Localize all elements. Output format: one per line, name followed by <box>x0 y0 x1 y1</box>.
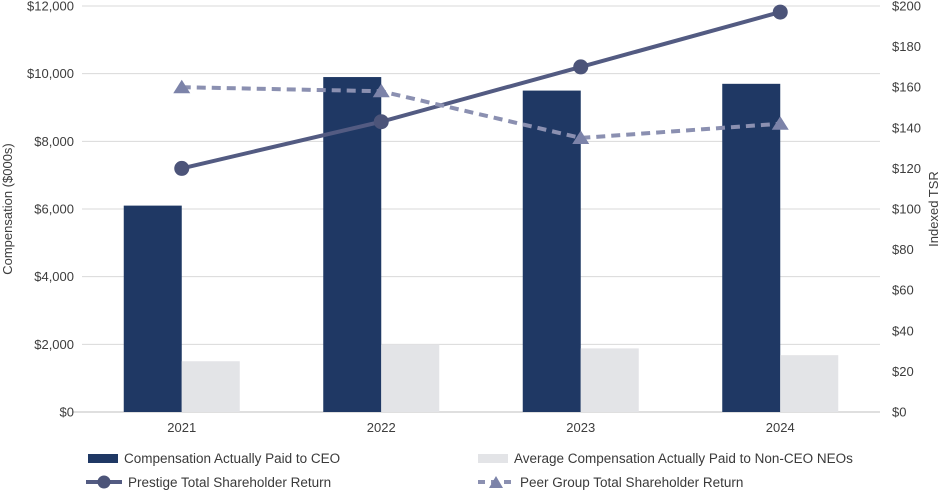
circle-marker-2024 <box>772 4 788 20</box>
line-prestige-tsr <box>181 10 781 171</box>
bar-neo-2022 <box>381 344 440 412</box>
right-axis-tick-label: $180 <box>892 39 921 54</box>
circle-marker-2021 <box>174 160 190 176</box>
bar-neo-2023 <box>580 348 639 412</box>
legend-label-ceo-compensation: Compensation Actually Paid to CEO <box>124 450 341 466</box>
right-axis-tick-label: $60 <box>892 283 914 298</box>
bar-ceo-2024 <box>722 83 781 413</box>
legend-item-ceo-compensation: Compensation Actually Paid to CEO <box>88 450 340 466</box>
left-axis-tick-label: $12,000 <box>27 0 74 14</box>
x-axis-year-label: 2023 <box>566 420 595 435</box>
left-axis-tick-label: $4,000 <box>34 269 74 284</box>
left-axis-tick-label: $8,000 <box>34 134 74 149</box>
left-axis-title: Compensation ($000s) <box>0 143 15 275</box>
triangle-marker-2024 <box>771 116 789 130</box>
triangle-marker-2023 <box>572 130 590 144</box>
right-axis-tick-label: $80 <box>892 242 914 257</box>
neo-bar-swatch-icon <box>478 453 508 463</box>
circle-marker-2023 <box>573 59 589 75</box>
legend-label-neo-compensation: Average Compensation Actually Paid to No… <box>514 450 853 466</box>
legend-item-peer-group-tsr: Peer Group Total Shareholder Return <box>478 474 743 490</box>
x-axis-year-label: 2021 <box>167 420 196 435</box>
right-axis-tick-label: $120 <box>892 161 921 176</box>
ceo-bar-swatch-icon <box>88 453 118 463</box>
line-peer-group-tsr <box>181 85 781 140</box>
bar-ceo-2023 <box>522 90 581 412</box>
triangle-marker-2022 <box>372 83 390 98</box>
left-axis-tick-label: $0 <box>60 405 74 420</box>
bar-neo-2021 <box>181 361 240 412</box>
circle-marker-2022 <box>373 114 389 130</box>
right-axis-tick-label: $160 <box>892 80 921 95</box>
right-axis-tick-label: $0 <box>892 405 906 420</box>
bar-neo-2024 <box>780 355 839 412</box>
right-axis-title: Indexed TSR <box>926 171 941 247</box>
left-axis-tick-label: $10,000 <box>27 66 74 81</box>
right-axis-tick-label: $140 <box>892 120 921 135</box>
left-axis-tick-label: $6,000 <box>34 202 74 217</box>
right-axis-tick-label: $40 <box>892 323 914 338</box>
chart-legend: Compensation Actually Paid to CEO Averag… <box>0 442 947 493</box>
x-axis-year-label: 2024 <box>766 420 795 435</box>
dashed-line-triangle-marker-icon <box>478 476 514 488</box>
bar-ceo-2021 <box>123 205 182 412</box>
chart-plot-area: $0 $2,000 $4,000 $6,000 $8,000 $10,000 $12,000… <box>0 0 941 435</box>
right-axis-tick-label: $200 <box>892 0 921 14</box>
solid-line-circle-marker-icon <box>86 475 122 489</box>
legend-item-prestige-tsr: Prestige Total Shareholder Return <box>86 474 331 490</box>
x-axis-year-label: 2022 <box>367 420 396 435</box>
legend-label-peer-group-tsr: Peer Group Total Shareholder Return <box>520 474 744 490</box>
left-axis-tick-label: $2,000 <box>34 337 74 352</box>
legend-label-prestige-tsr: Prestige Total Shareholder Return <box>128 474 332 490</box>
triangle-marker-2021 <box>173 79 191 94</box>
legend-item-neo-compensation: Average Compensation Actually Paid to No… <box>478 450 853 466</box>
right-axis-tick-label: $20 <box>892 364 914 379</box>
right-axis-tick-label: $100 <box>892 202 921 217</box>
